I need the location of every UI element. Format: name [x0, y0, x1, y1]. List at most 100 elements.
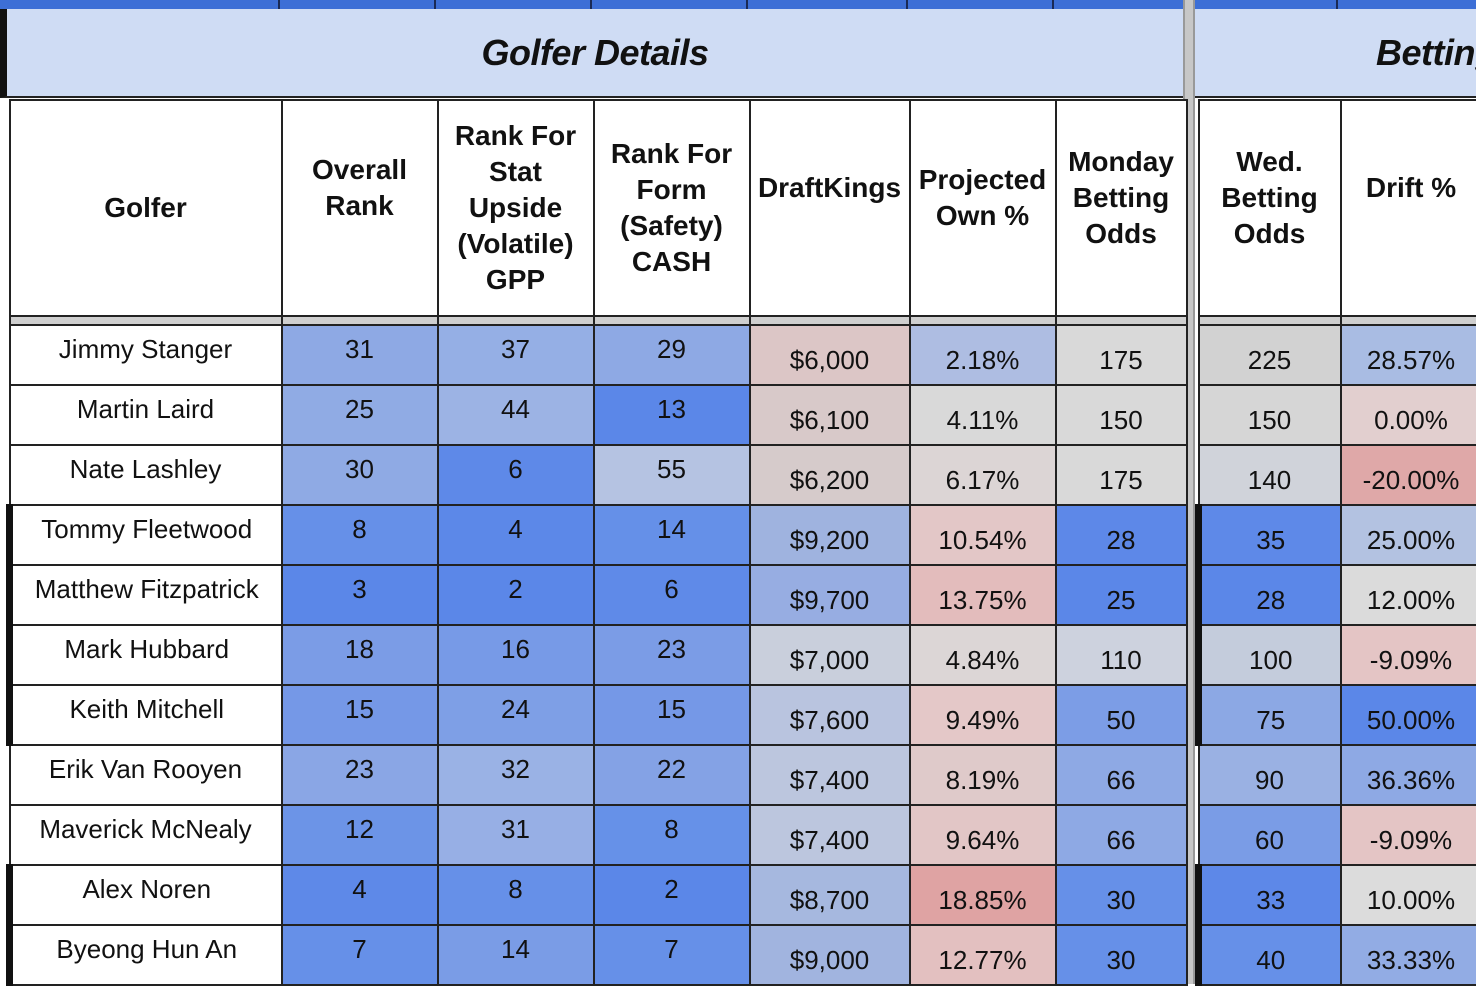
monday-odds-cell[interactable]: 110: [1056, 625, 1187, 685]
stat-rank-cell[interactable]: 14: [438, 925, 594, 985]
monday-odds-cell[interactable]: 50: [1056, 685, 1187, 745]
draftkings-cell[interactable]: $8,700: [750, 865, 910, 925]
overall-rank-cell[interactable]: 23: [282, 745, 438, 805]
drift-cell[interactable]: 33.33%: [1341, 925, 1476, 985]
golfer-name-cell[interactable]: Nate Lashley: [10, 445, 282, 505]
monday-odds-cell[interactable]: 30: [1056, 925, 1187, 985]
drift-cell[interactable]: 36.36%: [1341, 745, 1476, 805]
stat-rank-cell[interactable]: 2: [438, 565, 594, 625]
golfer-name-cell[interactable]: Erik Van Rooyen: [10, 745, 282, 805]
overall-rank-cell[interactable]: 25: [282, 385, 438, 445]
monday-odds-cell[interactable]: 30: [1056, 865, 1187, 925]
form-rank-cell[interactable]: 8: [594, 805, 750, 865]
draftkings-cell[interactable]: $6,100: [750, 385, 910, 445]
header-wed-odds[interactable]: Wed. Betting Odds: [1199, 100, 1341, 316]
form-rank-cell[interactable]: 13: [594, 385, 750, 445]
draftkings-cell[interactable]: $9,000: [750, 925, 910, 985]
monday-odds-cell[interactable]: 28: [1056, 505, 1187, 565]
form-rank-cell[interactable]: 14: [594, 505, 750, 565]
monday-odds-cell[interactable]: 66: [1056, 745, 1187, 805]
golfer-name-cell[interactable]: Tommy Fleetwood: [10, 505, 282, 565]
golfer-name-cell[interactable]: Matthew Fitzpatrick: [10, 565, 282, 625]
drift-cell[interactable]: 50.00%: [1341, 685, 1476, 745]
drift-cell[interactable]: -9.09%: [1341, 805, 1476, 865]
form-rank-cell[interactable]: 55: [594, 445, 750, 505]
header-projected-own[interactable]: Projected Own %: [910, 100, 1056, 316]
stat-rank-cell[interactable]: 4: [438, 505, 594, 565]
stat-rank-cell[interactable]: 32: [438, 745, 594, 805]
form-rank-cell[interactable]: 23: [594, 625, 750, 685]
overall-rank-cell[interactable]: 7: [282, 925, 438, 985]
drift-cell[interactable]: 0.00%: [1341, 385, 1476, 445]
projected-own-cell[interactable]: 6.17%: [910, 445, 1056, 505]
golfer-name-cell[interactable]: Alex Noren: [10, 865, 282, 925]
header-drift[interactable]: Drift %: [1341, 100, 1476, 316]
form-rank-cell[interactable]: 15: [594, 685, 750, 745]
draftkings-cell[interactable]: $9,700: [750, 565, 910, 625]
wed-odds-cell[interactable]: 225: [1199, 325, 1341, 385]
wed-odds-cell[interactable]: 28: [1199, 565, 1341, 625]
monday-odds-cell[interactable]: 175: [1056, 445, 1187, 505]
golfer-name-cell[interactable]: Maverick McNealy: [10, 805, 282, 865]
wed-odds-cell[interactable]: 33: [1199, 865, 1341, 925]
monday-odds-cell[interactable]: 25: [1056, 565, 1187, 625]
drift-cell[interactable]: -9.09%: [1341, 625, 1476, 685]
header-overall-rank[interactable]: Overall Rank: [282, 100, 438, 316]
header-golfer[interactable]: Golfer: [10, 100, 282, 316]
wed-odds-cell[interactable]: 90: [1199, 745, 1341, 805]
wed-odds-cell[interactable]: 150: [1199, 385, 1341, 445]
draftkings-cell[interactable]: $6,200: [750, 445, 910, 505]
stat-rank-cell[interactable]: 44: [438, 385, 594, 445]
wed-odds-cell[interactable]: 100: [1199, 625, 1341, 685]
wed-odds-cell[interactable]: 75: [1199, 685, 1341, 745]
stat-rank-cell[interactable]: 31: [438, 805, 594, 865]
stat-rank-cell[interactable]: 16: [438, 625, 594, 685]
draftkings-cell[interactable]: $9,200: [750, 505, 910, 565]
form-rank-cell[interactable]: 29: [594, 325, 750, 385]
projected-own-cell[interactable]: 9.64%: [910, 805, 1056, 865]
drift-cell[interactable]: 10.00%: [1341, 865, 1476, 925]
projected-own-cell[interactable]: 18.85%: [910, 865, 1056, 925]
golfer-name-cell[interactable]: Martin Laird: [10, 385, 282, 445]
draftkings-cell[interactable]: $7,000: [750, 625, 910, 685]
header-rank-form[interactable]: Rank For Form (Safety) CASH: [594, 100, 750, 316]
stat-rank-cell[interactable]: 6: [438, 445, 594, 505]
projected-own-cell[interactable]: 4.84%: [910, 625, 1056, 685]
drift-cell[interactable]: 28.57%: [1341, 325, 1476, 385]
header-monday-odds[interactable]: Monday Betting Odds: [1056, 100, 1187, 316]
drift-cell[interactable]: 25.00%: [1341, 505, 1476, 565]
overall-rank-cell[interactable]: 15: [282, 685, 438, 745]
projected-own-cell[interactable]: 8.19%: [910, 745, 1056, 805]
monday-odds-cell[interactable]: 66: [1056, 805, 1187, 865]
projected-own-cell[interactable]: 2.18%: [910, 325, 1056, 385]
overall-rank-cell[interactable]: 12: [282, 805, 438, 865]
stat-rank-cell[interactable]: 37: [438, 325, 594, 385]
projected-own-cell[interactable]: 12.77%: [910, 925, 1056, 985]
overall-rank-cell[interactable]: 30: [282, 445, 438, 505]
drift-cell[interactable]: -20.00%: [1341, 445, 1476, 505]
draftkings-cell[interactable]: $7,400: [750, 805, 910, 865]
monday-odds-cell[interactable]: 150: [1056, 385, 1187, 445]
projected-own-cell[interactable]: 13.75%: [910, 565, 1056, 625]
overall-rank-cell[interactable]: 4: [282, 865, 438, 925]
projected-own-cell[interactable]: 4.11%: [910, 385, 1056, 445]
wed-odds-cell[interactable]: 35: [1199, 505, 1341, 565]
header-rank-stat[interactable]: Rank For Stat Upside (Volatile) GPP: [438, 100, 594, 316]
golfer-name-cell[interactable]: Mark Hubbard: [10, 625, 282, 685]
stat-rank-cell[interactable]: 8: [438, 865, 594, 925]
projected-own-cell[interactable]: 10.54%: [910, 505, 1056, 565]
golfer-name-cell[interactable]: Byeong Hun An: [10, 925, 282, 985]
drift-cell[interactable]: 12.00%: [1341, 565, 1476, 625]
projected-own-cell[interactable]: 9.49%: [910, 685, 1056, 745]
draftkings-cell[interactable]: $7,400: [750, 745, 910, 805]
stat-rank-cell[interactable]: 24: [438, 685, 594, 745]
overall-rank-cell[interactable]: 31: [282, 325, 438, 385]
wed-odds-cell[interactable]: 40: [1199, 925, 1341, 985]
overall-rank-cell[interactable]: 8: [282, 505, 438, 565]
wed-odds-cell[interactable]: 60: [1199, 805, 1341, 865]
monday-odds-cell[interactable]: 175: [1056, 325, 1187, 385]
header-draftkings[interactable]: DraftKings: [750, 100, 910, 316]
wed-odds-cell[interactable]: 140: [1199, 445, 1341, 505]
form-rank-cell[interactable]: 6: [594, 565, 750, 625]
golfer-name-cell[interactable]: Jimmy Stanger: [10, 325, 282, 385]
